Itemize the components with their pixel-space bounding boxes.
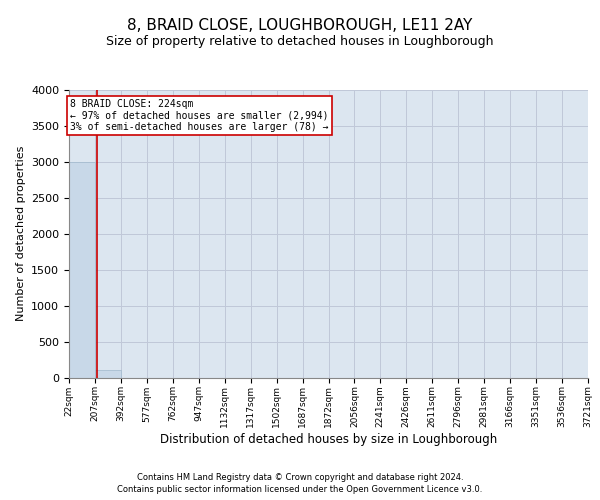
Text: 8, BRAID CLOSE, LOUGHBOROUGH, LE11 2AY: 8, BRAID CLOSE, LOUGHBOROUGH, LE11 2AY: [127, 18, 473, 32]
Bar: [95, 370, 121, 378]
Bar: [69, 162, 95, 378]
Text: Size of property relative to detached houses in Loughborough: Size of property relative to detached ho…: [106, 35, 494, 48]
Text: 8 BRAID CLOSE: 224sqm
← 97% of detached houses are smaller (2,994)
3% of semi-de: 8 BRAID CLOSE: 224sqm ← 97% of detached …: [70, 98, 329, 132]
X-axis label: Distribution of detached houses by size in Loughborough: Distribution of detached houses by size …: [160, 433, 497, 446]
Y-axis label: Number of detached properties: Number of detached properties: [16, 146, 26, 322]
Text: Contains public sector information licensed under the Open Government Licence v3: Contains public sector information licen…: [118, 485, 482, 494]
Text: Contains HM Land Registry data © Crown copyright and database right 2024.: Contains HM Land Registry data © Crown c…: [137, 472, 463, 482]
